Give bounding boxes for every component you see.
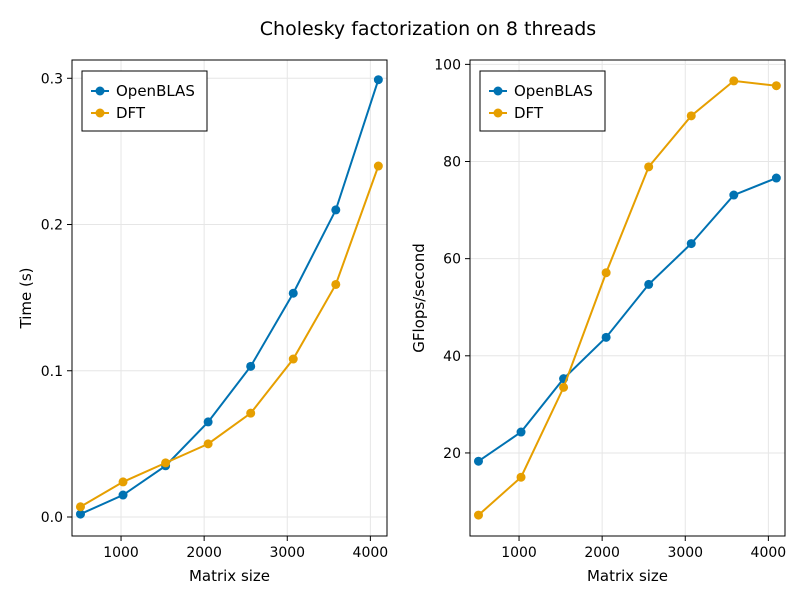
y-tick-label: 80 (443, 155, 461, 171)
legend-entry-dft: DFT (489, 104, 544, 122)
legend-marker (95, 86, 105, 96)
data-point (203, 417, 213, 427)
x-tick-label: 4000 (751, 545, 787, 561)
data-point (601, 332, 611, 342)
x-tick-label: 3000 (269, 545, 305, 561)
legend: OpenBLAS DFT (479, 70, 606, 132)
data-point (601, 268, 611, 278)
data-point (644, 162, 654, 172)
x-tick-label: 1000 (103, 545, 139, 561)
x-tick-label: 4000 (353, 545, 389, 561)
series-dft (473, 76, 781, 520)
panel-1: 1000 2000 3000 4000 0.0 0.1 0.2 0.3 Matrix size T… (17, 59, 389, 585)
data-point (516, 472, 526, 482)
data-point (331, 205, 341, 215)
legend-label: OpenBLAS (116, 82, 195, 100)
y-axis-label: GFlops/second (410, 243, 428, 352)
legend-entry-dft: DFT (91, 104, 146, 122)
data-point (686, 111, 696, 121)
y-tick-label: 40 (443, 349, 461, 365)
x-axis-label: Matrix size (189, 567, 270, 585)
data-point (644, 279, 654, 289)
y-tick-label: 60 (443, 252, 461, 268)
y-axis-label: Time (s) (17, 268, 35, 330)
plot-frame (71, 59, 388, 537)
legend-box (81, 70, 208, 132)
data-point (771, 81, 781, 91)
series-openblas (75, 75, 383, 519)
legend: OpenBLAS DFT (81, 70, 208, 132)
x-axis-label: Matrix size (587, 567, 668, 585)
data-point (246, 408, 256, 418)
data-point (288, 288, 298, 298)
y-tick-label: 20 (443, 446, 461, 462)
data-point (516, 427, 526, 437)
legend-marker (493, 108, 503, 118)
data-point (373, 75, 383, 85)
series-line (477, 79, 777, 516)
legend-box (479, 70, 606, 132)
legend-marker (493, 86, 503, 96)
legend-label: OpenBLAS (514, 82, 593, 100)
data-point (161, 458, 171, 468)
series-line (80, 79, 380, 515)
data-point (473, 510, 483, 520)
y-tick-label: 100 (434, 57, 461, 73)
series-line (477, 177, 777, 463)
data-point (75, 509, 85, 519)
data-point (288, 354, 298, 364)
x-tick-label: 2000 (584, 545, 620, 561)
data-point (729, 190, 739, 200)
x-tick-label: 1000 (501, 545, 537, 561)
plot-frame (469, 59, 786, 537)
panel-2: 1000 2000 3000 4000 20 40 60 80 100 Matrix size GF… (410, 57, 786, 585)
y-tick-label: 0.2 (41, 218, 63, 234)
data-point (373, 161, 383, 171)
legend-marker (95, 108, 105, 118)
y-tick-label: 0.1 (41, 364, 63, 380)
data-point (203, 439, 213, 449)
chart-title: Cholesky factorization on 8 threads (260, 18, 596, 40)
legend-entry-openblas: OpenBLAS (489, 82, 593, 100)
data-point (729, 76, 739, 86)
data-point (75, 502, 85, 512)
data-point (771, 173, 781, 183)
data-point (559, 382, 569, 392)
data-point (118, 490, 128, 500)
x-tick-label: 3000 (667, 545, 703, 561)
legend-entry-openblas: OpenBLAS (91, 82, 195, 100)
y-tick-label: 0.0 (41, 510, 63, 526)
x-tick-label: 2000 (186, 545, 222, 561)
data-point (473, 456, 483, 466)
data-point (118, 477, 128, 487)
series-line (79, 165, 380, 508)
series-dft (75, 161, 383, 512)
legend-label: DFT (514, 104, 544, 122)
y-tick-label: 0.3 (41, 71, 63, 87)
data-point (331, 279, 341, 289)
legend-label: DFT (116, 104, 146, 122)
data-point (686, 239, 696, 249)
series-openblas (473, 173, 781, 466)
data-point (246, 361, 256, 371)
